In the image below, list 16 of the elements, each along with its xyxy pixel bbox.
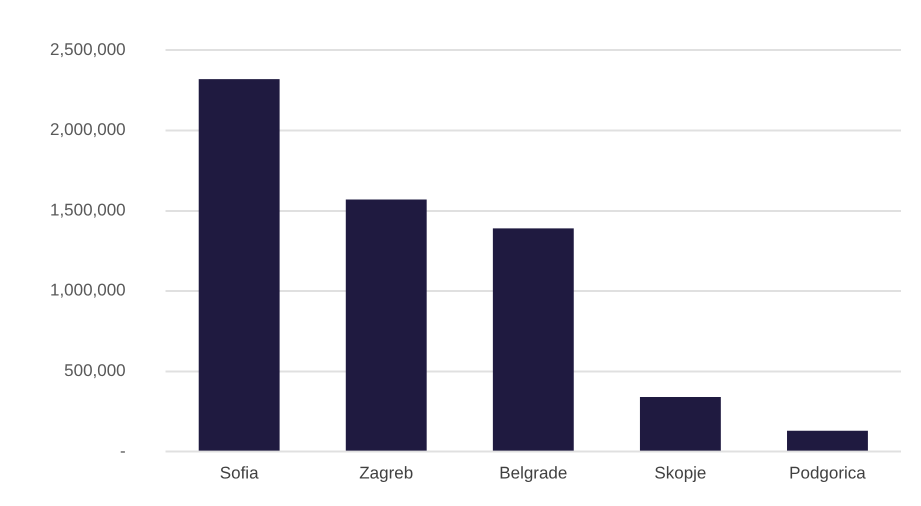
y-tick-label: 1,000,000	[50, 280, 126, 300]
y-tick-label: 1,500,000	[50, 200, 126, 220]
bar	[198, 79, 280, 451]
bar	[492, 228, 574, 451]
x-tick-label: Sofia	[220, 463, 260, 482]
y-tick-label: -	[120, 441, 126, 460]
bar	[640, 397, 721, 451]
y-tick-label: 2,500,000	[50, 40, 126, 59]
bar	[346, 200, 427, 451]
y-tick-label: 500,000	[64, 361, 126, 380]
x-tick-label: Skopje	[654, 463, 706, 482]
x-tick-label: Zagreb	[359, 463, 414, 482]
x-tick-label: Podgorica	[789, 463, 866, 482]
x-tick-label: Belgrade	[499, 463, 568, 482]
bar	[787, 430, 868, 451]
y-tick-label: 2,000,000	[50, 120, 126, 140]
